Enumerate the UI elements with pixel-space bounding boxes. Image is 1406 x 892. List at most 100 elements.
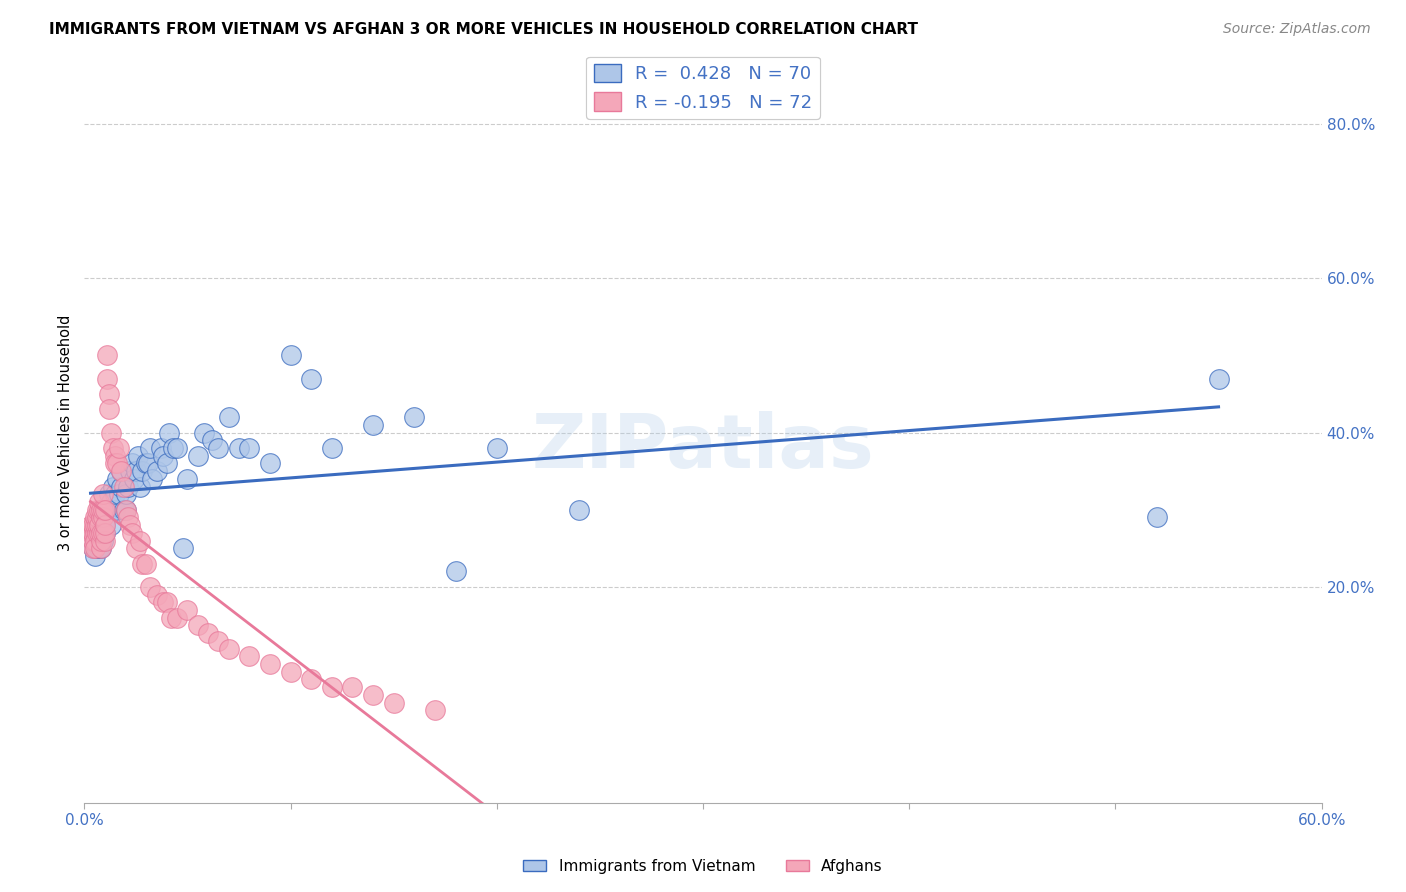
Point — [238, 441, 260, 455]
Point — [83, 533, 105, 548]
Point — [104, 457, 127, 471]
Point — [90, 502, 112, 516]
Point — [91, 487, 114, 501]
Point — [118, 464, 141, 478]
Point — [342, 680, 364, 694]
Point — [98, 487, 121, 501]
Point — [139, 441, 162, 455]
Point — [91, 518, 114, 533]
Point — [87, 495, 110, 509]
Text: ZIPatlas: ZIPatlas — [531, 411, 875, 484]
Point — [98, 387, 121, 401]
Point — [86, 502, 108, 516]
Point — [259, 657, 281, 671]
Point — [156, 457, 179, 471]
Point — [104, 449, 127, 463]
Point — [91, 502, 114, 516]
Point — [82, 541, 104, 556]
Point — [91, 525, 114, 540]
Point — [90, 533, 112, 548]
Point — [100, 425, 122, 440]
Point — [110, 480, 132, 494]
Point — [79, 525, 101, 540]
Point — [152, 449, 174, 463]
Text: IMMIGRANTS FROM VIETNAM VS AFGHAN 3 OR MORE VEHICLES IN HOUSEHOLD CORRELATION CH: IMMIGRANTS FROM VIETNAM VS AFGHAN 3 OR M… — [49, 22, 918, 37]
Point — [382, 696, 405, 710]
Point — [108, 441, 131, 455]
Point — [103, 441, 125, 455]
Point — [90, 525, 112, 540]
Point — [87, 502, 110, 516]
Point — [193, 425, 215, 440]
Point — [91, 525, 114, 540]
Point — [94, 525, 117, 540]
Point — [79, 518, 101, 533]
Point — [187, 618, 209, 632]
Point — [94, 525, 117, 540]
Point — [83, 518, 105, 533]
Point — [83, 541, 105, 556]
Point — [82, 525, 104, 540]
Point — [299, 371, 322, 385]
Point — [86, 510, 108, 524]
Point — [105, 472, 128, 486]
Point — [100, 495, 122, 509]
Point — [176, 603, 198, 617]
Point — [117, 480, 139, 494]
Point — [94, 518, 117, 533]
Point — [131, 557, 153, 571]
Point — [110, 464, 132, 478]
Point — [94, 502, 117, 516]
Point — [1146, 510, 1168, 524]
Point — [280, 665, 302, 679]
Point — [121, 457, 143, 471]
Point — [83, 525, 105, 540]
Point — [82, 533, 104, 548]
Point — [135, 557, 157, 571]
Point — [90, 510, 112, 524]
Point — [114, 502, 136, 516]
Point — [90, 533, 112, 548]
Point — [83, 533, 105, 548]
Point — [83, 549, 105, 563]
Point — [218, 410, 240, 425]
Point — [108, 487, 131, 501]
Legend: Immigrants from Vietnam, Afghans: Immigrants from Vietnam, Afghans — [517, 853, 889, 880]
Point — [156, 595, 179, 609]
Point — [104, 502, 127, 516]
Point — [152, 595, 174, 609]
Point — [90, 525, 112, 540]
Point — [87, 541, 110, 556]
Point — [122, 472, 145, 486]
Point — [157, 425, 180, 440]
Point — [361, 688, 384, 702]
Point — [166, 441, 188, 455]
Point — [96, 371, 118, 385]
Point — [568, 502, 591, 516]
Point — [98, 402, 121, 417]
Point — [187, 449, 209, 463]
Point — [149, 441, 172, 455]
Point — [136, 457, 159, 471]
Point — [112, 502, 135, 516]
Point — [218, 641, 240, 656]
Point — [207, 633, 229, 648]
Point — [321, 680, 343, 694]
Point — [299, 673, 322, 687]
Point — [105, 457, 128, 471]
Point — [172, 541, 194, 556]
Point — [104, 487, 127, 501]
Point — [86, 518, 108, 533]
Point — [90, 541, 112, 556]
Point — [238, 649, 260, 664]
Point — [96, 349, 118, 363]
Point — [110, 464, 132, 478]
Point — [87, 525, 110, 540]
Legend: R =  0.428   N = 70, R = -0.195   N = 72: R = 0.428 N = 70, R = -0.195 N = 72 — [586, 57, 820, 119]
Point — [79, 525, 101, 540]
Point — [207, 441, 229, 455]
Point — [485, 441, 508, 455]
Point — [160, 610, 183, 624]
Point — [114, 502, 136, 516]
Point — [166, 610, 188, 624]
